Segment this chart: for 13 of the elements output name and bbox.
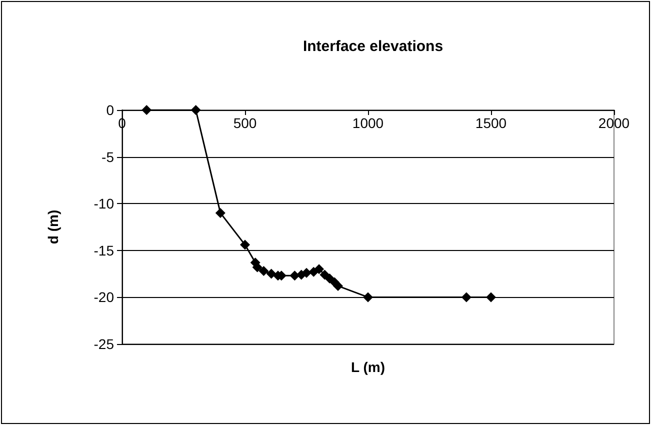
y-axis-title: d (m) <box>45 210 61 244</box>
x-tick-label: 1500 <box>475 115 507 131</box>
y-tick-label: -5 <box>102 148 114 165</box>
x-axis-title: L (m) <box>351 359 385 375</box>
y-tick-label: 0 <box>106 102 114 118</box>
chart-title: Interface elevations <box>302 38 444 55</box>
y-tick-label: -25 <box>94 336 114 352</box>
y-tick-label: -10 <box>94 196 114 212</box>
y-tick-label: -15 <box>94 242 114 258</box>
x-tick-label: 500 <box>233 115 257 131</box>
x-tick-label: 1000 <box>352 115 384 131</box>
x-tick-label: 2000 <box>598 115 630 131</box>
y-tick-label: -20 <box>94 289 114 306</box>
